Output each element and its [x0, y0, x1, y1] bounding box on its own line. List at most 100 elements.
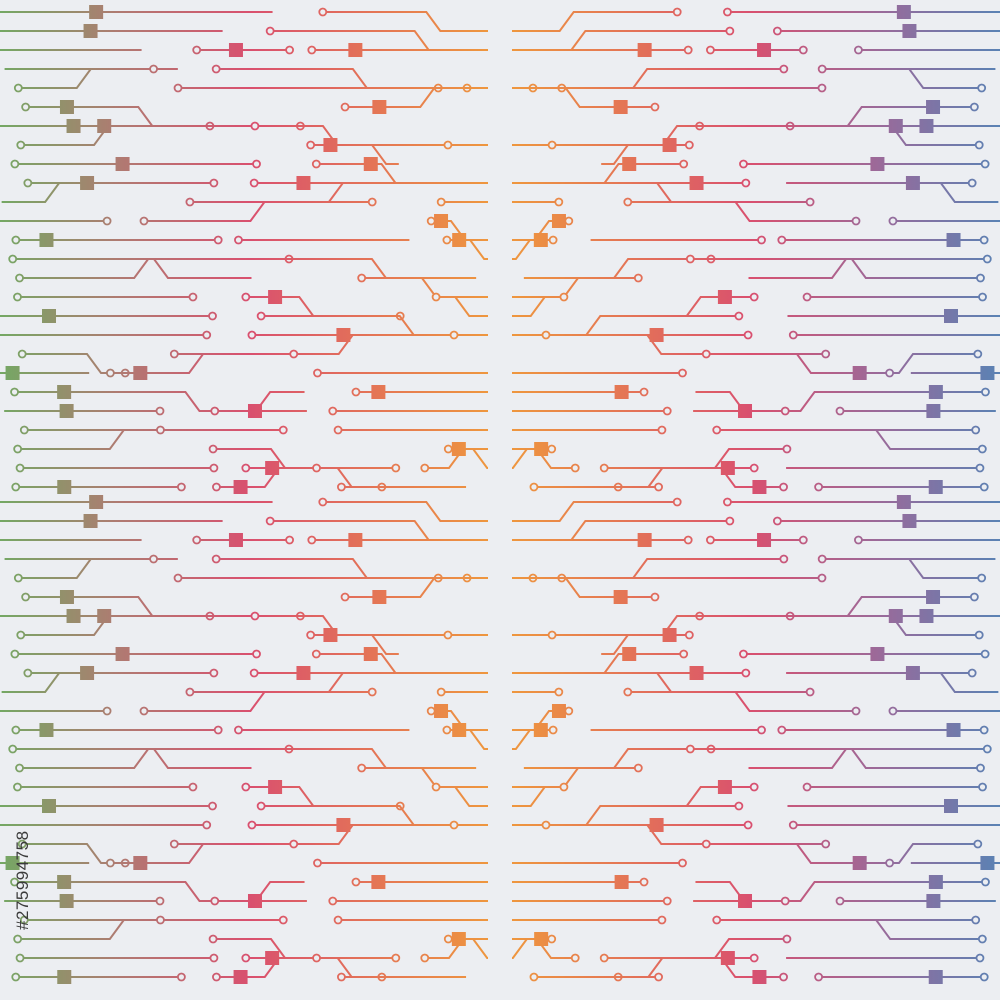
pad: [268, 780, 283, 794]
via: [734, 801, 744, 811]
via: [11, 972, 21, 982]
trace: [580, 182, 811, 203]
via: [548, 725, 558, 735]
pad: [622, 647, 637, 661]
pad: [228, 533, 243, 547]
trace: [189, 182, 420, 203]
via: [256, 311, 266, 321]
pad: [233, 970, 248, 984]
pad: [247, 404, 262, 418]
pad: [689, 176, 704, 190]
via: [805, 687, 815, 697]
via: [854, 535, 863, 545]
pad: [348, 533, 363, 547]
via: [11, 725, 21, 735]
pad: [336, 328, 351, 342]
trace: [214, 391, 305, 412]
via: [209, 463, 219, 473]
via: [570, 953, 580, 963]
trace: [512, 296, 564, 317]
trace: [839, 919, 983, 940]
pad: [757, 533, 772, 547]
trace: [604, 448, 787, 469]
via: [241, 292, 251, 302]
via: [234, 235, 243, 245]
trace: [322, 11, 488, 32]
trace: [110, 353, 294, 374]
pad: [434, 704, 449, 718]
via: [8, 254, 18, 264]
via: [318, 497, 328, 507]
trace: [706, 353, 890, 374]
via: [213, 725, 223, 735]
via: [974, 630, 984, 640]
via: [13, 83, 23, 93]
via: [21, 592, 31, 602]
via: [814, 482, 823, 492]
via: [328, 896, 338, 906]
pad: [57, 480, 72, 494]
trace: [512, 767, 639, 788]
pad: [228, 43, 243, 57]
via: [975, 463, 985, 473]
via: [969, 102, 979, 112]
via: [340, 592, 350, 602]
via: [817, 573, 827, 583]
via: [654, 972, 663, 982]
via: [420, 463, 430, 473]
trace: [706, 843, 890, 864]
via: [701, 839, 711, 849]
pad: [551, 214, 566, 228]
pad: [363, 157, 378, 171]
via: [739, 649, 748, 659]
via: [13, 934, 23, 944]
trace: [512, 786, 564, 807]
pad: [534, 932, 549, 946]
via: [633, 273, 643, 283]
via: [743, 820, 753, 830]
via: [212, 972, 221, 982]
pad: [372, 100, 387, 114]
pad: [336, 818, 351, 832]
via: [307, 45, 317, 55]
via: [779, 64, 789, 74]
pad: [533, 233, 548, 247]
trace: [745, 125, 980, 146]
pad: [233, 480, 248, 494]
via: [289, 839, 299, 849]
via: [173, 83, 183, 93]
via: [979, 482, 989, 492]
via: [973, 839, 983, 849]
via: [149, 554, 158, 564]
trace: [695, 391, 786, 412]
pad: [57, 385, 72, 399]
via: [367, 687, 377, 697]
via: [982, 254, 992, 264]
via: [798, 535, 808, 545]
pad: [649, 818, 664, 832]
via: [311, 159, 321, 169]
via: [241, 463, 251, 473]
via: [192, 535, 202, 545]
via: [633, 763, 643, 773]
via: [211, 554, 221, 564]
pad: [980, 366, 995, 380]
via: [249, 178, 259, 188]
pad: [902, 514, 917, 528]
via: [981, 877, 990, 887]
via: [307, 535, 317, 545]
via: [657, 915, 667, 925]
circuit-tile: [0, 5, 1000, 494]
via: [328, 406, 338, 416]
via: [10, 649, 20, 659]
pad: [451, 932, 466, 946]
via: [234, 725, 243, 735]
via: [202, 330, 212, 340]
via: [333, 425, 343, 435]
trace: [690, 748, 981, 769]
via: [177, 482, 186, 492]
pad: [717, 290, 732, 304]
via: [975, 953, 985, 963]
via: [436, 197, 446, 207]
